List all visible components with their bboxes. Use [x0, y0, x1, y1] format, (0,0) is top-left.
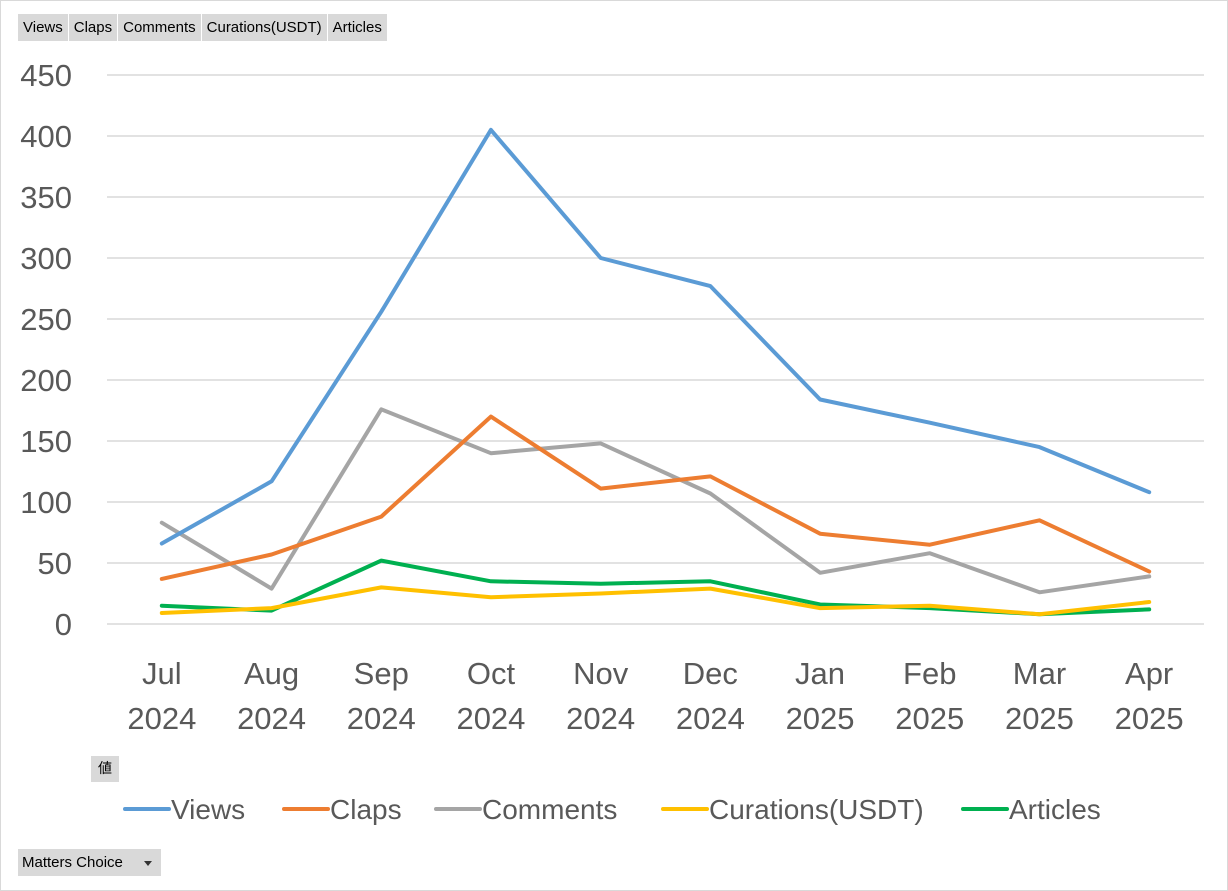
y-tick-label-0: 0: [55, 607, 72, 642]
field-button-claps[interactable]: Claps: [68, 14, 119, 41]
x-tick-label-month: Nov: [573, 656, 629, 691]
filter-button-label: Matters Choice: [22, 854, 123, 871]
y-tick-label-250: 250: [20, 302, 72, 337]
field-button-comments[interactable]: Comments: [118, 14, 202, 41]
x-tick-label-month: Apr: [1125, 656, 1173, 691]
y-tick-label-350: 350: [20, 180, 72, 215]
series-line-claps: [159, 414, 1152, 581]
x-tick-label-year: 2024: [456, 701, 525, 736]
y-tick-label-50: 50: [38, 546, 72, 581]
field-button-views[interactable]: Views: [18, 14, 69, 41]
y-tick-label-200: 200: [20, 363, 72, 398]
x-tick-label-month: Mar: [1013, 656, 1066, 691]
y-tick-label-400: 400: [20, 119, 72, 154]
x-tick-label-month: Oct: [467, 656, 516, 691]
series-line-comments: [159, 407, 1152, 595]
x-tick-label-year: 2025: [1005, 701, 1074, 736]
y-tick-label-150: 150: [20, 424, 72, 459]
x-tick-label-month: Feb: [903, 656, 956, 691]
pivot-field-buttons: Views Claps Comments Curations(USDT) Art…: [18, 14, 388, 41]
matters-choice-filter-button[interactable]: Matters Choice: [18, 849, 161, 876]
series-line-views: [159, 127, 1152, 546]
x-tick-label-year: 2024: [127, 701, 196, 736]
x-tick-label-month: Jul: [142, 656, 182, 691]
legend-label-views: Views: [171, 794, 245, 825]
y-tick-label-450: 450: [20, 58, 72, 93]
values-field-button[interactable]: 値: [91, 756, 119, 782]
x-tick-label-year: 2025: [786, 701, 855, 736]
x-tick-label-year: 2024: [676, 701, 745, 736]
legend-label-articles: Articles: [1009, 794, 1101, 825]
x-tick-label-year: 2024: [237, 701, 306, 736]
legend-label-claps: Claps: [330, 794, 402, 825]
y-tick-label-300: 300: [20, 241, 72, 276]
dropdown-arrow-icon[interactable]: [144, 861, 152, 866]
y-tick-label-100: 100: [20, 485, 72, 520]
x-tick-label-month: Sep: [354, 656, 409, 691]
legend-label-curations-usdt: Curations(USDT): [709, 794, 924, 825]
series-line-curations-usdt: [159, 585, 1152, 617]
field-button-curations[interactable]: Curations(USDT): [201, 14, 328, 41]
legend-label-comments: Comments: [482, 794, 617, 825]
x-tick-label-month: Dec: [683, 656, 738, 691]
x-tick-label-month: Aug: [244, 656, 299, 691]
series-line-articles: [159, 558, 1152, 617]
x-tick-label-year: 2024: [566, 701, 635, 736]
field-button-articles[interactable]: Articles: [327, 14, 388, 41]
x-tick-label-year: 2025: [895, 701, 964, 736]
x-tick-label-year: 2025: [1115, 701, 1184, 736]
x-tick-label-month: Jan: [795, 656, 845, 691]
x-tick-label-year: 2024: [347, 701, 416, 736]
